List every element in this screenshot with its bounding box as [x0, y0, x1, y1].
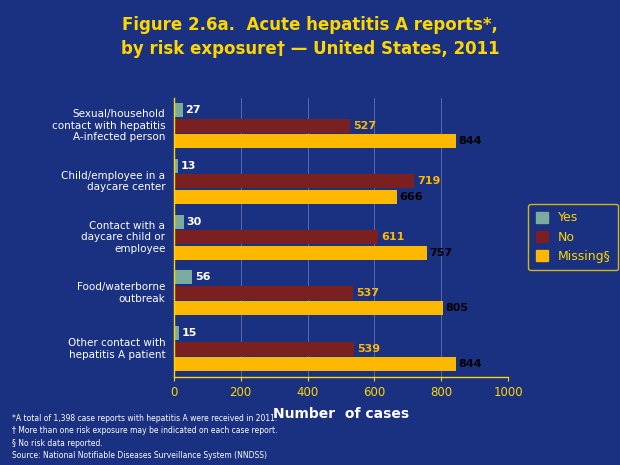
X-axis label: Number  of cases: Number of cases [273, 407, 409, 421]
Bar [174, 342, 354, 356]
Bar [174, 119, 350, 133]
Bar [174, 174, 414, 188]
Text: 611: 611 [381, 232, 404, 242]
Bar [174, 271, 192, 285]
Bar [174, 103, 183, 117]
Text: by risk exposure† — United States, 2011: by risk exposure† — United States, 2011 [121, 40, 499, 58]
Text: 805: 805 [446, 304, 469, 313]
Bar [174, 246, 427, 259]
Text: *A total of 1,398 case reports with hepatitis A were received in 2011.
† More th: *A total of 1,398 case reports with hepa… [12, 414, 278, 460]
Legend: Yes, No, Missing§: Yes, No, Missing§ [528, 204, 618, 271]
Text: 757: 757 [430, 248, 453, 258]
Text: 719: 719 [417, 176, 440, 186]
Text: 539: 539 [356, 344, 380, 354]
Text: 844: 844 [459, 359, 482, 369]
Bar [174, 301, 443, 315]
Text: 27: 27 [185, 105, 201, 115]
Bar [174, 190, 397, 204]
Text: 56: 56 [195, 272, 211, 282]
Text: 13: 13 [180, 161, 196, 171]
Bar [174, 326, 179, 340]
Text: 527: 527 [353, 120, 376, 131]
Text: 666: 666 [399, 192, 423, 202]
Text: 30: 30 [187, 217, 202, 226]
Text: 844: 844 [459, 136, 482, 146]
Text: Figure 2.6a.  Acute hepatitis A reports*,: Figure 2.6a. Acute hepatitis A reports*, [122, 16, 498, 34]
Bar [174, 357, 456, 371]
Bar [174, 215, 184, 229]
Bar [174, 286, 353, 300]
Text: 537: 537 [356, 288, 379, 298]
Text: 15: 15 [181, 328, 197, 338]
Bar [174, 134, 456, 148]
Bar [174, 159, 178, 173]
Bar [174, 230, 378, 244]
